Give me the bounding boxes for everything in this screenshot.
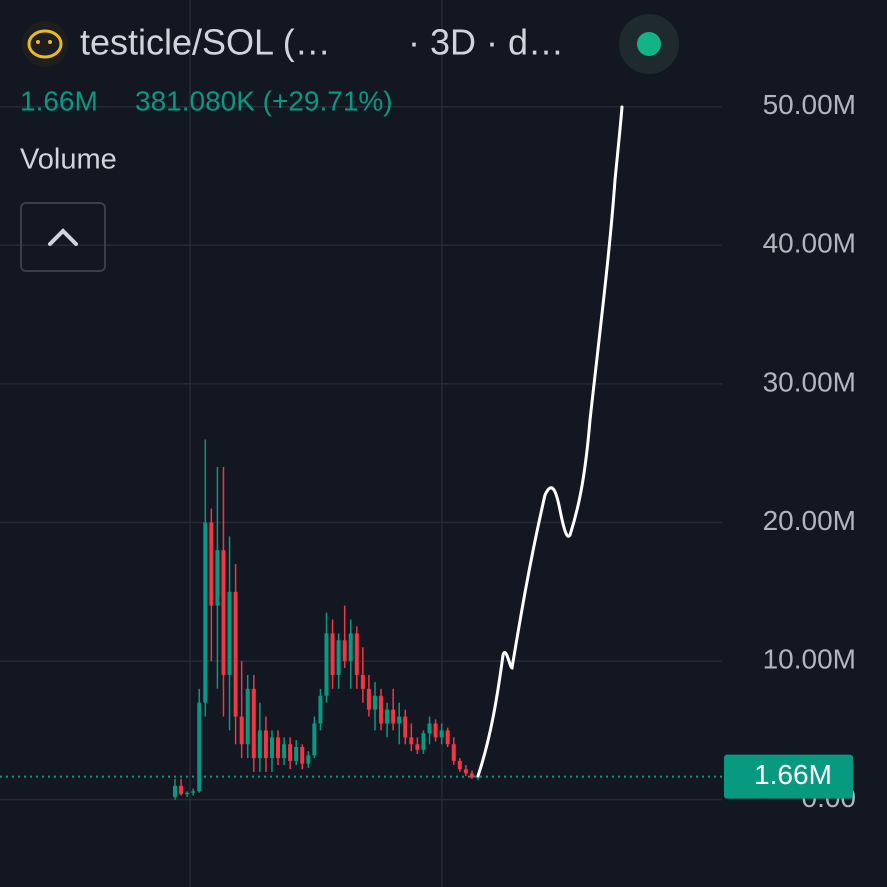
candle-body	[372, 695, 377, 710]
candle-body	[409, 737, 414, 745]
last-price: 1.66M	[0, 754, 853, 799]
y-tick-label: 40.00M	[763, 228, 856, 259]
candle-body	[191, 791, 196, 793]
logo-eye	[48, 40, 52, 44]
candle-body	[306, 755, 311, 764]
y-tick-label: 20.00M	[763, 505, 856, 536]
last-price-box	[724, 754, 853, 799]
collapse-button[interactable]	[20, 202, 106, 272]
candle-body	[263, 730, 268, 759]
logo-shape	[27, 29, 63, 59]
header-value: 1.66M	[20, 85, 98, 116]
candle-body	[173, 785, 177, 797]
candle-body	[185, 792, 190, 795]
candle-body	[427, 723, 432, 734]
candle-body	[330, 633, 335, 675]
candle-body	[457, 760, 462, 770]
candle-body	[318, 695, 323, 724]
grid	[0, 105, 722, 801]
chevron-icon	[48, 228, 78, 246]
drawn-line	[476, 105, 624, 778]
status-dot	[637, 32, 661, 56]
candle-body	[300, 747, 305, 764]
candle-body	[451, 744, 456, 761]
candle-body	[257, 730, 262, 759]
header-change: 381.080K (+29.71%)	[135, 85, 393, 116]
candle-body	[179, 785, 184, 795]
candle-body	[227, 591, 232, 675]
candle-body	[469, 773, 474, 778]
candle-body	[294, 747, 299, 761]
candle-body	[348, 633, 353, 662]
candle-body	[391, 709, 396, 724]
candle-body	[366, 688, 371, 710]
candle-body	[403, 716, 408, 738]
candle-body	[269, 737, 274, 759]
candle-body	[336, 640, 341, 675]
candle-body	[324, 633, 329, 696]
y-tick-label: 10.00M	[763, 643, 856, 674]
candle-body	[221, 550, 226, 675]
candle-body	[239, 716, 244, 745]
y-tick-label: 30.00M	[763, 366, 856, 397]
candle-body	[215, 550, 220, 606]
candle-body	[360, 674, 365, 689]
candle-body	[385, 709, 390, 724]
candle-body	[397, 716, 402, 724]
candle-body	[379, 695, 384, 724]
candles	[173, 439, 480, 800]
candle-body	[433, 723, 438, 738]
candle-body	[354, 633, 359, 675]
symbol-title[interactable]: testicle/SOL (…	[80, 22, 331, 63]
candle-body	[421, 733, 426, 750]
interval[interactable]: · 3D · d…	[408, 22, 564, 63]
candle-body	[245, 688, 250, 745]
candle-body	[203, 522, 208, 703]
last-price-label: 1.66M	[754, 759, 832, 790]
candle-body	[233, 591, 238, 717]
candle-body	[288, 744, 293, 761]
candle-body	[276, 737, 281, 759]
candle-body	[209, 522, 214, 606]
logo-eye	[36, 40, 40, 44]
candle-body	[439, 730, 444, 738]
candle-body	[251, 688, 256, 759]
y-tick-label: 50.00M	[763, 89, 856, 120]
indicator-name: Volume	[20, 144, 117, 176]
candle-body	[415, 744, 420, 750]
candle-body	[445, 730, 450, 745]
candle-body	[282, 744, 287, 759]
candle-body	[312, 723, 317, 756]
symbol-logo	[22, 21, 68, 67]
candle-body	[463, 769, 468, 774]
candle-body	[197, 702, 202, 792]
candle-body	[342, 640, 347, 662]
